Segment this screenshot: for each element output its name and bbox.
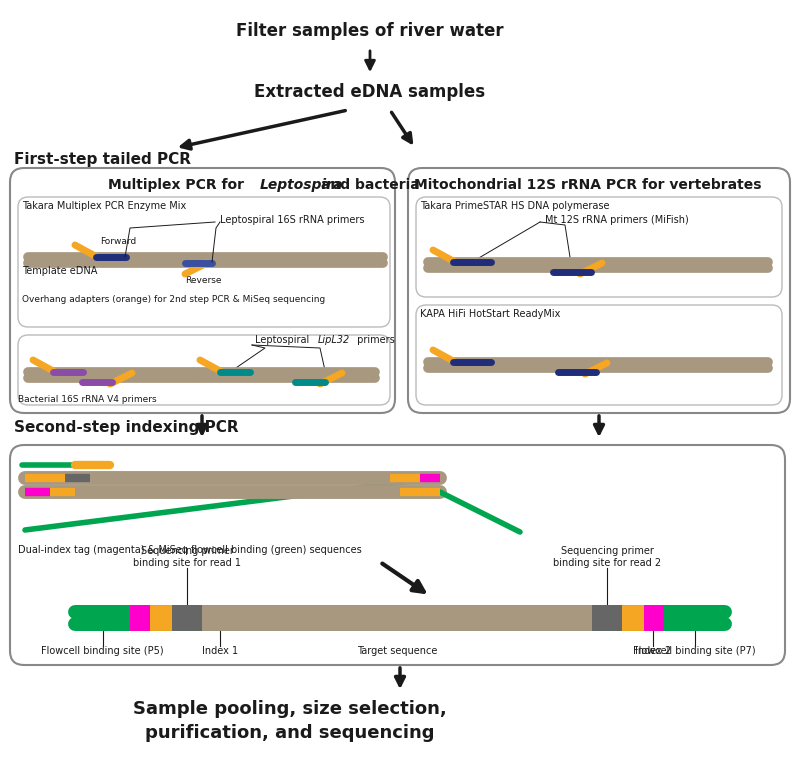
Text: Filter samples of river water: Filter samples of river water: [236, 22, 504, 40]
FancyBboxPatch shape: [10, 445, 785, 665]
Text: primers: primers: [354, 335, 394, 345]
Text: Mitochondrial 12S rRNA PCR for vertebrates: Mitochondrial 12S rRNA PCR for vertebrat…: [414, 178, 762, 192]
Text: Leptospiral 16S rRNA primers: Leptospiral 16S rRNA primers: [220, 215, 365, 225]
Text: Sequencing primer
binding site for read 2: Sequencing primer binding site for read …: [553, 547, 661, 568]
FancyBboxPatch shape: [18, 335, 390, 405]
Text: Bacterial 16S rRNA V4 primers: Bacterial 16S rRNA V4 primers: [18, 395, 157, 404]
Text: Multiplex PCR for: Multiplex PCR for: [108, 178, 249, 192]
Text: Flowcell binding site (P5): Flowcell binding site (P5): [41, 646, 164, 656]
Text: Takara Multiplex PCR Enzyme Mix: Takara Multiplex PCR Enzyme Mix: [22, 201, 186, 211]
Text: LipL32: LipL32: [318, 335, 350, 345]
Text: Index 2: Index 2: [635, 646, 671, 656]
Text: Dual-index tag (magenta) & MiSeq flowcell binding (green) sequences: Dual-index tag (magenta) & MiSeq flowcel…: [18, 545, 362, 555]
FancyBboxPatch shape: [408, 168, 790, 413]
Text: Sequencing primer
binding site for read 1: Sequencing primer binding site for read …: [133, 547, 241, 568]
Text: and bacteria: and bacteria: [316, 178, 420, 192]
Text: Second-step indexing PCR: Second-step indexing PCR: [14, 420, 238, 435]
Text: First-step tailed PCR: First-step tailed PCR: [14, 152, 191, 167]
FancyBboxPatch shape: [18, 197, 390, 327]
Text: Sample pooling, size selection,
purification, and sequencing: Sample pooling, size selection, purifica…: [133, 700, 447, 742]
Text: Leptospiral: Leptospiral: [255, 335, 312, 345]
Text: Overhang adapters (orange) for 2nd step PCR & MiSeq sequencing: Overhang adapters (orange) for 2nd step …: [22, 295, 326, 304]
Text: Flowcell binding site (P7): Flowcell binding site (P7): [633, 646, 756, 656]
Text: KAPA HiFi HotStart ReadyMix: KAPA HiFi HotStart ReadyMix: [420, 309, 560, 319]
Text: Target sequence: Target sequence: [357, 646, 437, 656]
Text: Leptospira: Leptospira: [260, 178, 343, 192]
Text: Reverse: Reverse: [185, 276, 222, 285]
FancyBboxPatch shape: [416, 305, 782, 405]
Text: Takara PrimeSTAR HS DNA polymerase: Takara PrimeSTAR HS DNA polymerase: [420, 201, 610, 211]
Text: Template eDNA: Template eDNA: [22, 266, 98, 276]
FancyBboxPatch shape: [416, 197, 782, 297]
Text: Mt 12S rRNA primers (MiFish): Mt 12S rRNA primers (MiFish): [545, 215, 689, 225]
Text: Extracted eDNA samples: Extracted eDNA samples: [254, 83, 486, 101]
Text: Forward: Forward: [100, 237, 136, 246]
FancyBboxPatch shape: [10, 168, 395, 413]
Text: Index 1: Index 1: [202, 646, 238, 656]
